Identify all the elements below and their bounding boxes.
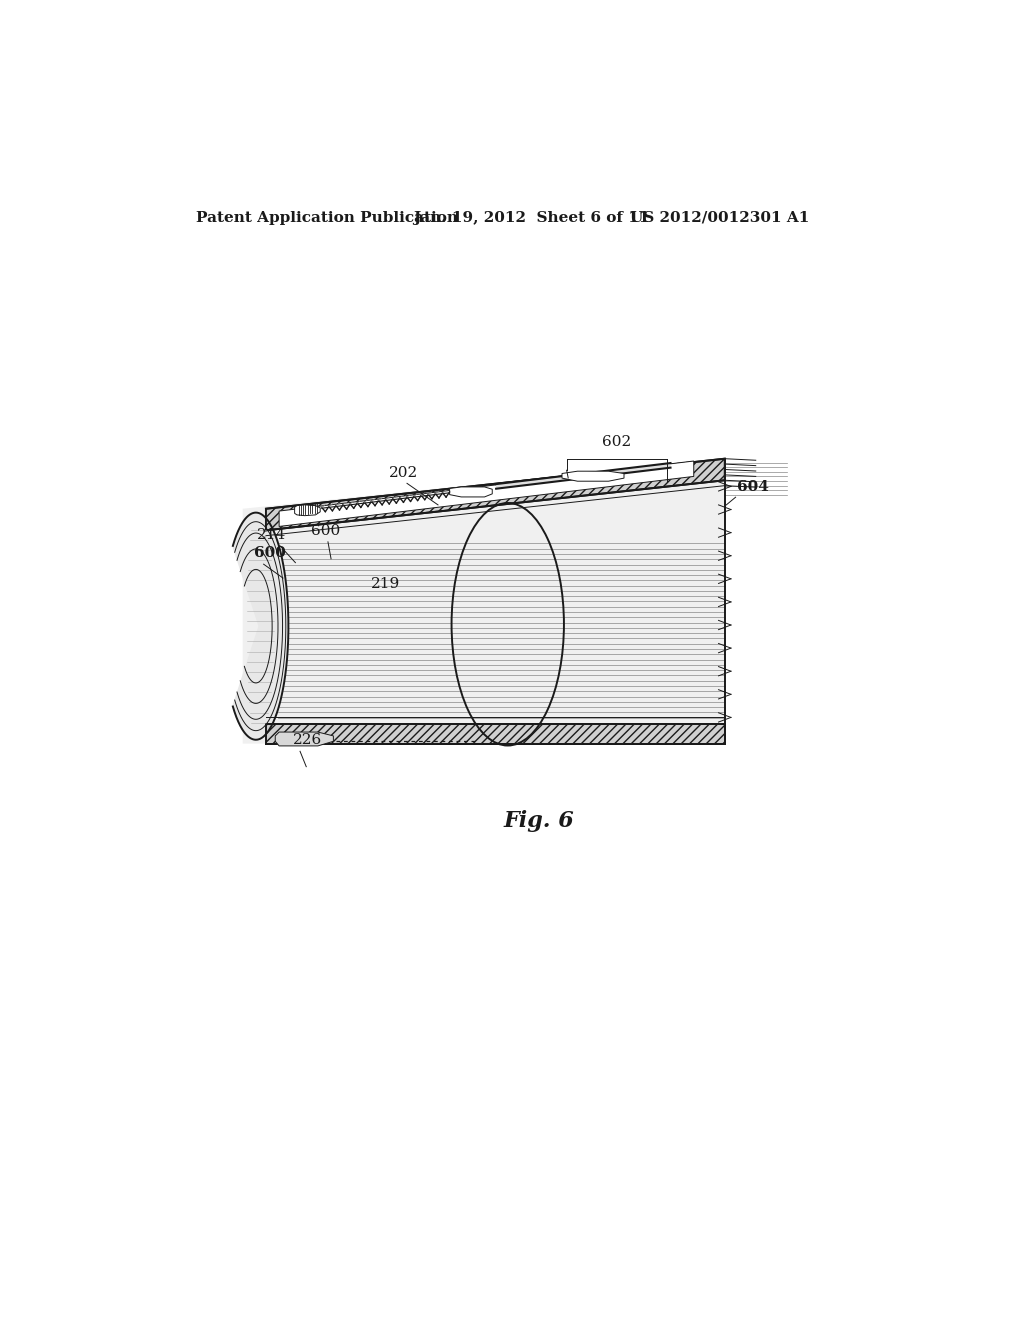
Text: 214: 214 (257, 528, 286, 543)
Text: Jan. 19, 2012  Sheet 6 of 11: Jan. 19, 2012 Sheet 6 of 11 (414, 211, 649, 224)
Polygon shape (266, 723, 725, 743)
Polygon shape (266, 459, 725, 531)
Text: 600: 600 (311, 524, 340, 539)
Text: US 2012/0012301 A1: US 2012/0012301 A1 (630, 211, 810, 224)
Polygon shape (243, 459, 725, 743)
Polygon shape (562, 471, 624, 482)
Text: 202: 202 (388, 466, 418, 480)
Polygon shape (275, 733, 334, 746)
Text: Patent Application Publication: Patent Application Publication (197, 211, 458, 224)
Text: Fig. 6: Fig. 6 (504, 810, 574, 832)
Polygon shape (450, 487, 493, 496)
Polygon shape (496, 463, 671, 488)
Text: 219: 219 (371, 577, 400, 591)
Text: 604: 604 (737, 480, 769, 494)
Polygon shape (232, 512, 289, 739)
Text: 600: 600 (254, 546, 286, 561)
Text: 226: 226 (293, 733, 323, 747)
Polygon shape (295, 504, 321, 516)
Text: 602: 602 (602, 436, 631, 449)
Polygon shape (280, 461, 693, 527)
